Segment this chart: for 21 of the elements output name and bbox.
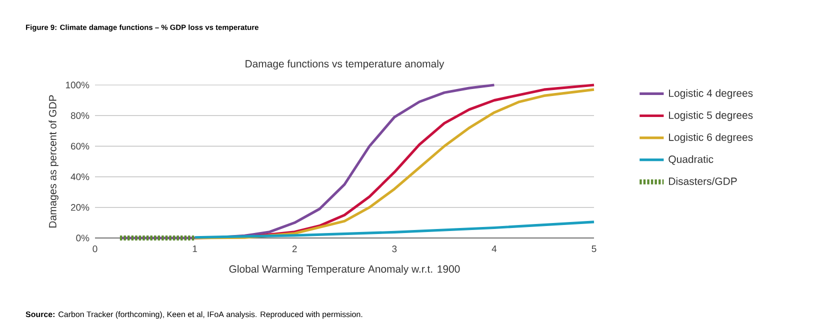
- y-tick-label: 80%: [70, 112, 90, 119]
- legend-label: Logistic 4 degrees: [669, 89, 753, 99]
- x-tick-label: 4: [492, 246, 497, 252]
- y-tick-label: 60%: [71, 142, 90, 150]
- chart-subtitle: Damage functions vs temperature anomaly: [246, 60, 444, 70]
- y-tick-label: 20%: [71, 204, 90, 211]
- line-series: [194, 220, 596, 239]
- x-tick-label: 2: [292, 246, 297, 252]
- x-tick-label: 3: [392, 246, 397, 252]
- legend-label: Logistic 6 degrees: [669, 133, 753, 143]
- x-axis-title: Global Warming Temperature Anomaly w.r.t. 1900: [229, 265, 460, 275]
- x-tick-label: 5: [592, 246, 596, 252]
- x-tick-label: 1: [192, 246, 197, 252]
- legend-label: Logistic 5 degrees: [669, 111, 753, 121]
- y-tick-label: 100%: [66, 82, 90, 88]
- legend-label: Disasters/GDP: [669, 177, 737, 185]
- legend-label: Quadratic: [668, 155, 714, 165]
- x-tick-label: 0: [92, 246, 98, 252]
- y-axis-title: Damages as percent of GDP: [48, 95, 58, 228]
- y-tick-label: 40%: [70, 173, 90, 180]
- y-tick-label: 0%: [76, 234, 90, 242]
